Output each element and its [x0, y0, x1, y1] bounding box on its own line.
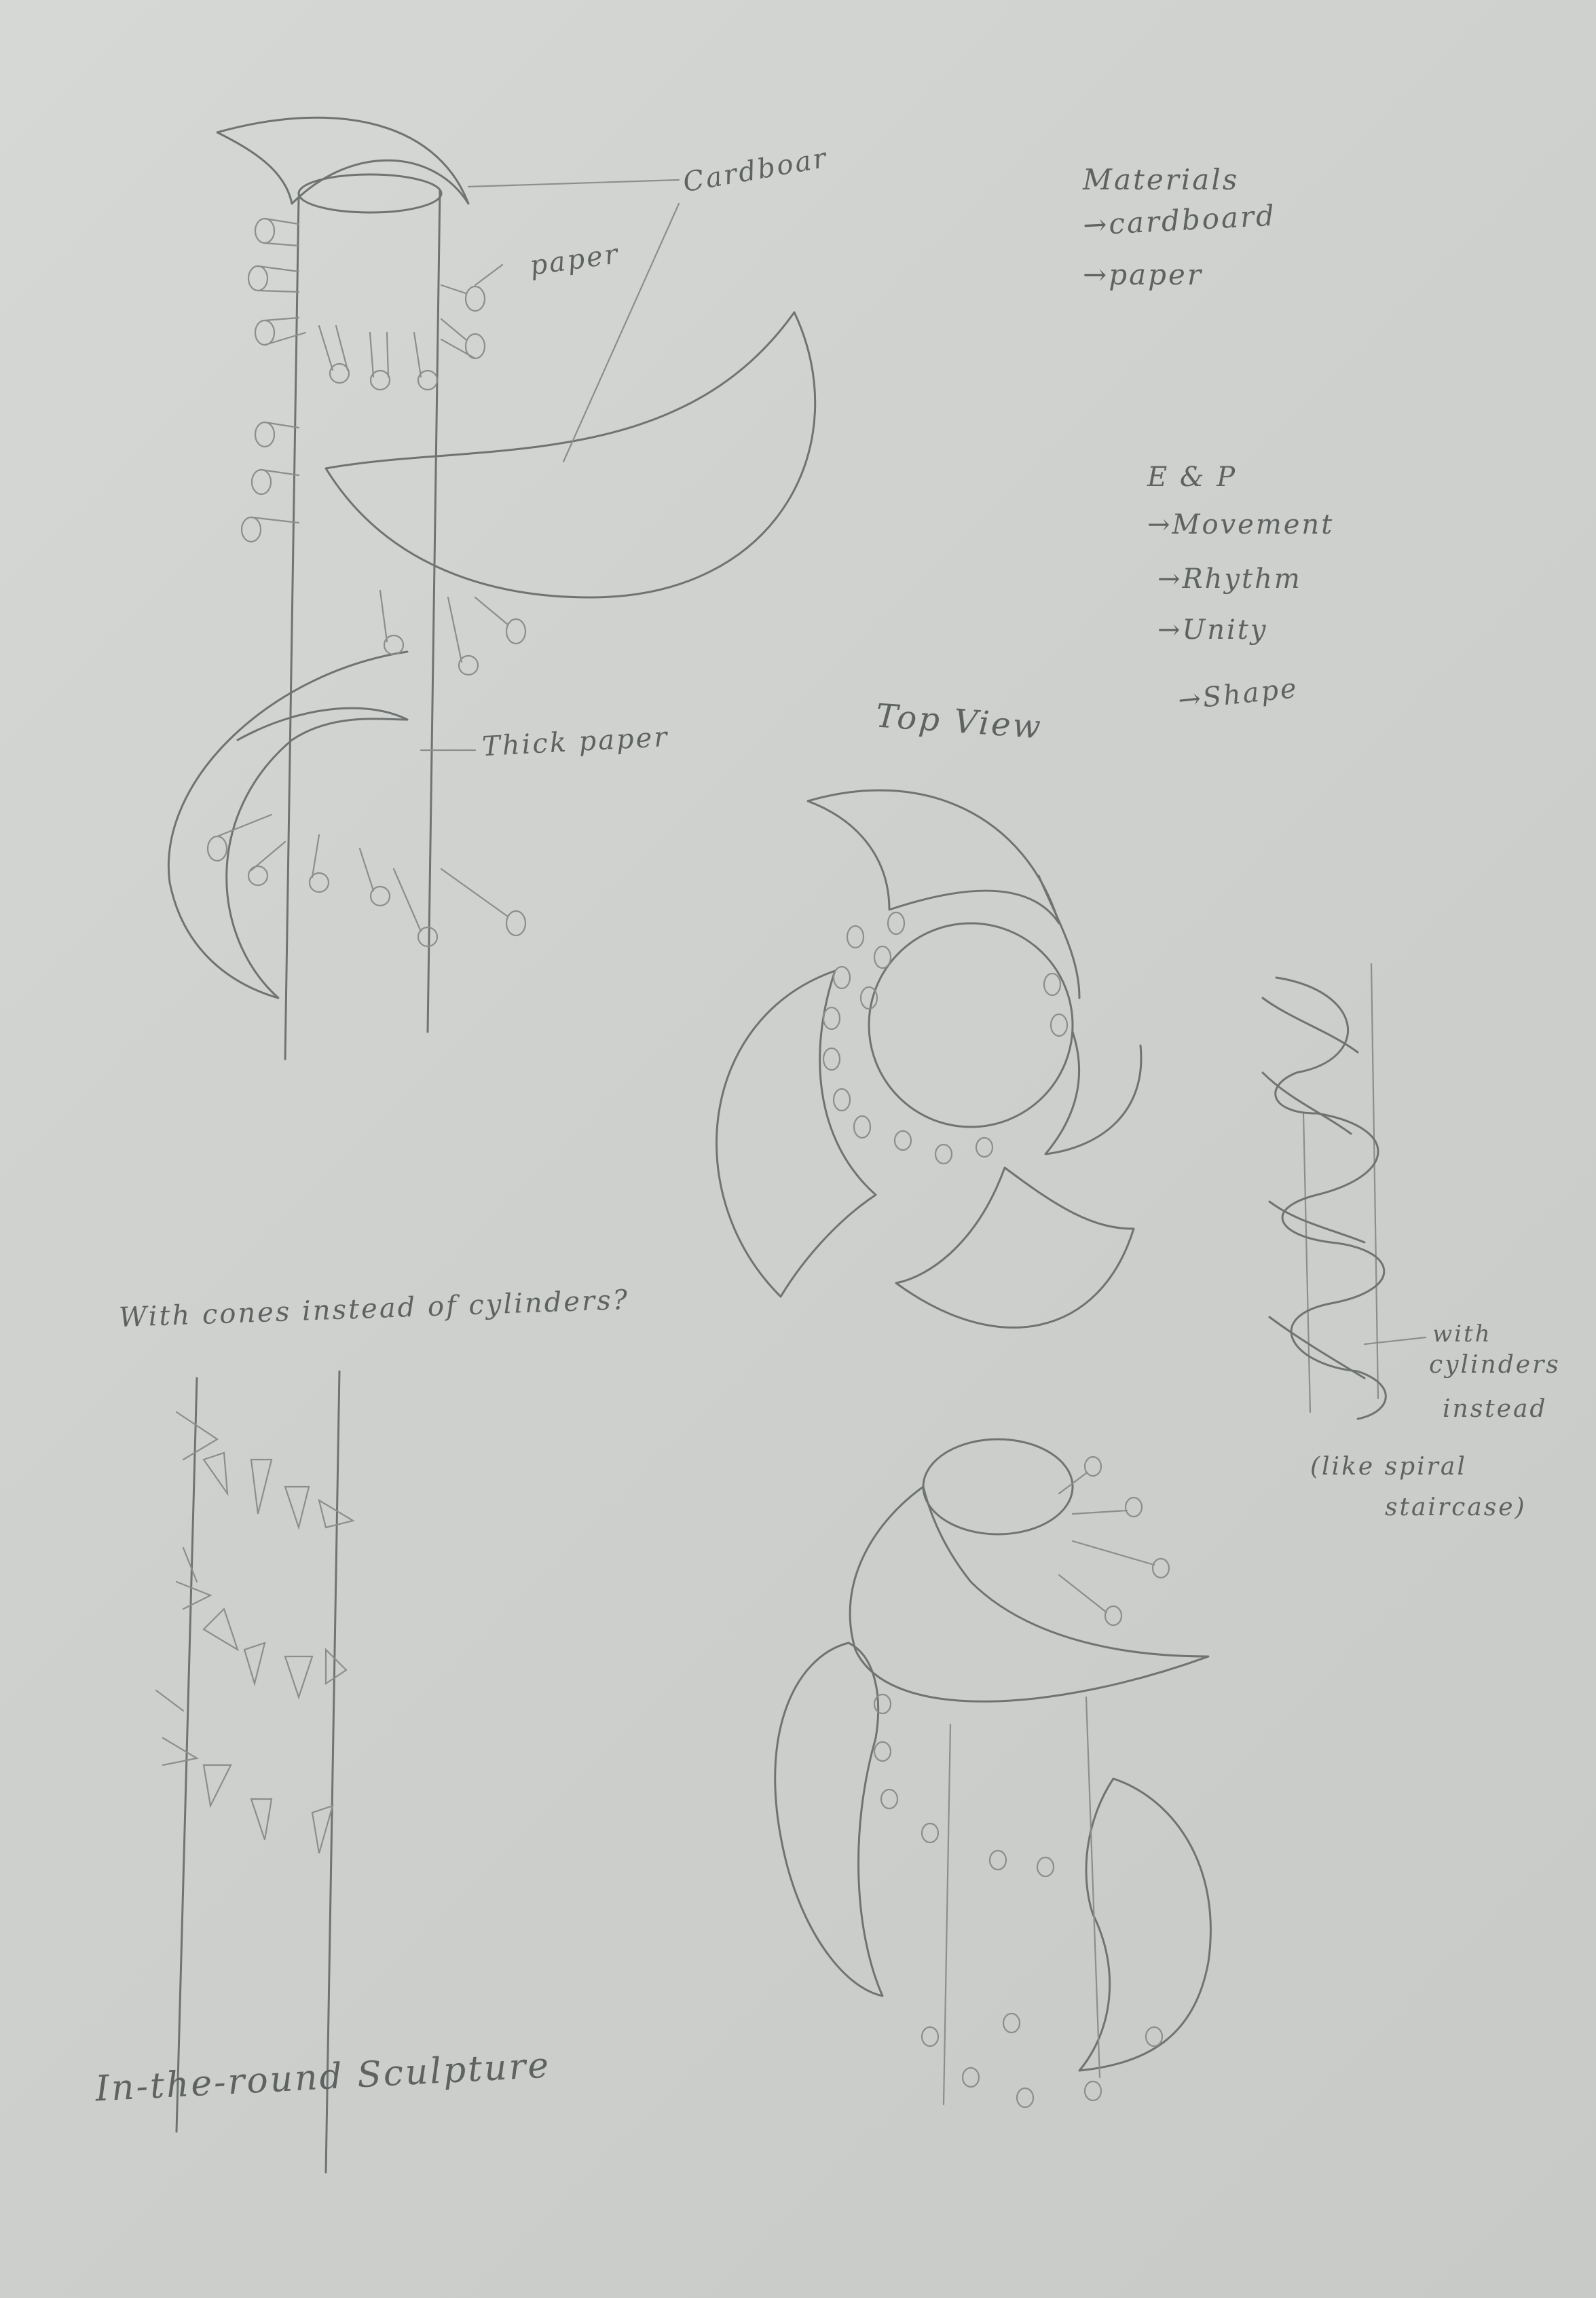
spiral-note-line: staircase) [1385, 1494, 1527, 1521]
spiral-note-line: cylinders [1429, 1351, 1561, 1379]
column-sculpture-sketch [168, 116, 817, 1060]
top-view-sketch [716, 789, 1143, 1329]
spiral-staircase-sketch [1261, 963, 1427, 1420]
ep-title: E & P [1147, 462, 1238, 493]
ep-item: →Rhythm [1157, 563, 1302, 595]
materials-item: →paper [1083, 258, 1203, 291]
materials-title: Materials [1083, 163, 1240, 196]
cones-column-sketch [155, 1370, 355, 2174]
spiral-note-line: with [1432, 1320, 1492, 1348]
perspective-sculpture-sketch [774, 1438, 1212, 2109]
spiral-note-line: (like spiral [1310, 1453, 1467, 1481]
spiral-note-line: instead [1443, 1395, 1548, 1423]
ep-item: →Movement [1147, 509, 1335, 540]
ep-item: →Unity [1157, 614, 1268, 646]
